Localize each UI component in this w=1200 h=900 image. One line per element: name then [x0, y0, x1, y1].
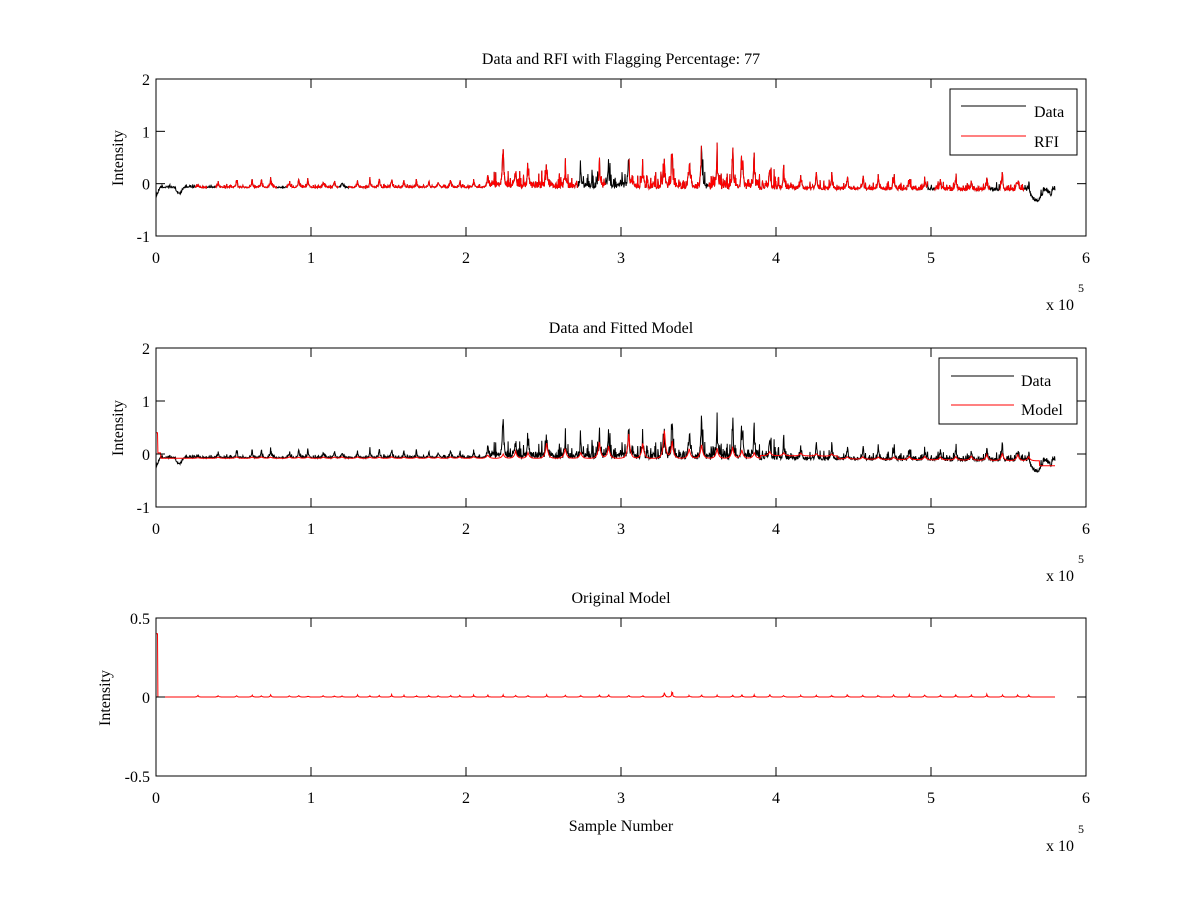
y-tick-label: -1 [137, 500, 150, 517]
x-tick-label: 3 [617, 790, 625, 807]
x-tick-label: 0 [152, 250, 160, 267]
x-axis-label: Sample Number [569, 818, 674, 835]
x-tick-labels: 0 1 2 3 4 5 6 [152, 250, 1090, 267]
y-tick-labels: -1 0 1 2 [137, 72, 150, 246]
y-axis-label: Intensity [110, 130, 127, 186]
y-axis-label: Intensity [110, 400, 127, 456]
x-exponent-power: 5 [1078, 552, 1084, 566]
legend-label-data: Data [1021, 373, 1051, 390]
x-tick-label: 1 [307, 250, 315, 267]
y-tick-label: 2 [142, 341, 150, 358]
x-tick-label: 3 [617, 250, 625, 267]
y-tick-label: 1 [142, 124, 150, 141]
tick-marks [156, 348, 1086, 507]
x-tick-label: 2 [462, 250, 470, 267]
legend-box [938, 357, 1078, 425]
x-tick-labels: 0 1 2 3 4 5 6 [152, 521, 1090, 538]
x-tick-label: 3 [617, 521, 625, 538]
y-tick-label: -1 [137, 229, 150, 246]
x-exponent-power: 5 [1078, 822, 1084, 836]
x-exponent-label: x 10 [1046, 297, 1074, 314]
panel-title: Original Model [571, 590, 671, 607]
x-tick-label: 4 [772, 250, 780, 267]
y-tick-label: 0.5 [130, 611, 150, 628]
y-tick-label: -0.5 [125, 769, 150, 786]
y-axis-label: Intensity [97, 670, 114, 726]
x-exponent-power: 5 [1078, 281, 1084, 295]
y-tick-labels: -0.5 0 0.5 [125, 611, 150, 786]
y-tick-label: 2 [142, 72, 150, 89]
y-tick-label: 0 [142, 177, 150, 194]
x-tick-label: 5 [927, 250, 935, 267]
x-tick-label: 6 [1082, 790, 1090, 807]
x-tick-label: 5 [927, 521, 935, 538]
x-tick-label: 0 [152, 521, 160, 538]
x-tick-label: 2 [462, 790, 470, 807]
legend: Data RFI [949, 88, 1078, 156]
panel-title: Data and RFI with Flagging Percentage: 7… [482, 51, 760, 68]
y-tick-labels: -1 0 1 2 [137, 341, 150, 517]
x-tick-label: 1 [307, 521, 315, 538]
legend-label-data: Data [1034, 104, 1064, 121]
x-tick-label: 2 [462, 521, 470, 538]
series-rfi-line [194, 142, 1025, 193]
x-tick-label: 5 [927, 790, 935, 807]
y-tick-label: 1 [142, 394, 150, 411]
x-tick-label: 0 [152, 790, 160, 807]
tick-marks [156, 79, 1086, 236]
x-tick-label: 1 [307, 790, 315, 807]
series-model-line [156, 430, 1055, 467]
series-layer [155, 412, 1056, 474]
x-tick-labels: 0 1 2 3 4 5 6 [152, 790, 1090, 807]
y-tick-label: 0 [142, 447, 150, 464]
x-exponent-label: x 10 [1046, 838, 1074, 855]
x-tick-label: 6 [1082, 521, 1090, 538]
tick-marks [156, 618, 1086, 776]
series-original-model-line [156, 633, 1055, 698]
y-tick-label: 0 [142, 690, 150, 707]
x-tick-label: 4 [772, 790, 780, 807]
x-tick-label: 4 [772, 521, 780, 538]
x-tick-label: 6 [1082, 250, 1090, 267]
series-layer [156, 633, 1055, 698]
legend-label-rfi: RFI [1034, 134, 1059, 151]
legend: Data Model [938, 357, 1078, 425]
legend-label-model: Model [1021, 402, 1063, 419]
x-exponent-label: x 10 [1046, 568, 1074, 585]
panel-data-rfi: Data and RFI with Flagging Percentage: 7… [110, 51, 1090, 314]
series-layer [155, 142, 1056, 203]
panel-title: Data and Fitted Model [549, 320, 694, 337]
legend-box [949, 88, 1078, 156]
